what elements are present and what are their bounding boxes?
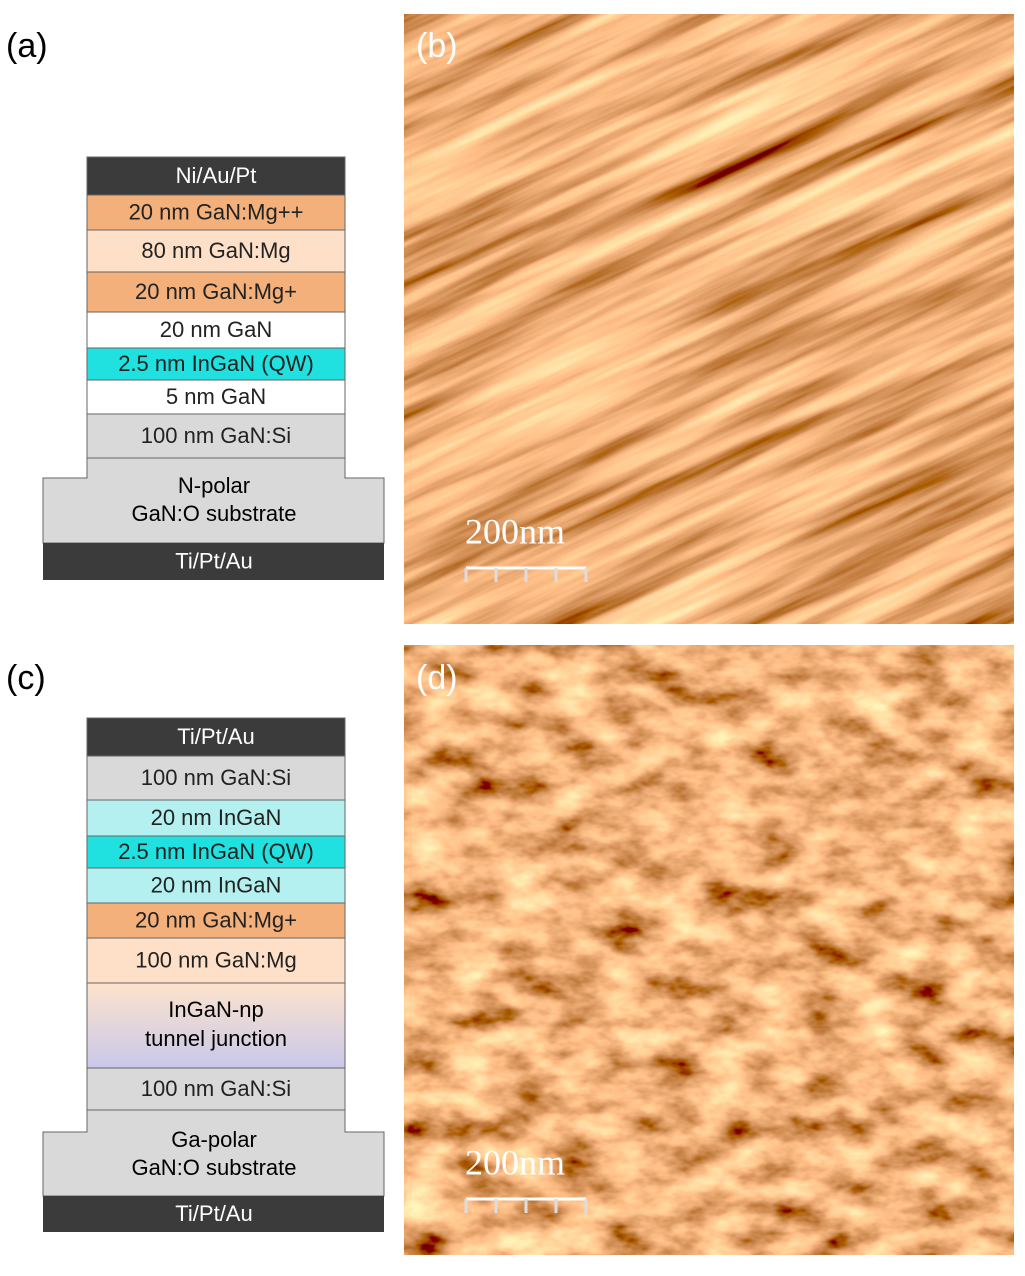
substrate-label: GaN:O substrate <box>131 501 296 526</box>
panel-label: (b) <box>416 27 458 65</box>
layer-label: 2.5 nm InGaN (QW) <box>118 839 314 864</box>
layer-label: Ti/Pt/Au <box>177 724 254 749</box>
layer-label: 100 nm GaN:Si <box>141 1076 291 1101</box>
layer <box>86 717 346 757</box>
layer <box>86 229 346 273</box>
scale-bar-label: 200nm <box>465 1142 565 1182</box>
layer-label: 20 nm InGaN <box>151 805 282 830</box>
contact <box>43 543 384 580</box>
contact-label: Ti/Pt/Au <box>175 1201 252 1226</box>
layer <box>86 835 346 869</box>
layer-label: 20 nm InGaN <box>151 872 282 897</box>
substrate-label: GaN:O substrate <box>131 1155 296 1180</box>
panel-label: (a) <box>6 27 48 65</box>
layer-label: 100 nm GaN:Si <box>141 765 291 790</box>
layer <box>86 1067 346 1111</box>
layer-label: 5 nm GaN <box>166 384 266 409</box>
layer <box>86 937 346 984</box>
layer <box>86 755 346 801</box>
layer-label: 20 nm GaN:Mg+ <box>135 279 297 304</box>
substrate-label: Ga-polar <box>171 1127 257 1152</box>
layer-label: 2.5 nm InGaN (QW) <box>118 351 314 376</box>
layer <box>86 271 346 313</box>
contact-label: Ti/Pt/Au <box>175 548 252 573</box>
layer <box>86 799 346 837</box>
layer-label: 20 nm GaN:Mg+ <box>135 907 297 932</box>
layer-label: 100 nm GaN:Si <box>141 423 291 448</box>
afm-texture <box>404 14 1014 624</box>
layer-label: 20 nm GaN <box>160 317 273 342</box>
afm-texture <box>404 645 1014 1255</box>
layer <box>86 982 346 1069</box>
substrate <box>42 1109 385 1197</box>
layer <box>86 902 346 939</box>
layer <box>86 156 346 196</box>
layer <box>86 413 346 459</box>
panel-label: (d) <box>416 659 458 697</box>
layer-label: 20 nm GaN:Mg++ <box>129 199 304 224</box>
contact <box>43 1196 384 1232</box>
layer-label: 80 nm GaN:Mg <box>141 238 290 263</box>
layer <box>86 867 346 904</box>
layer-label: Ni/Au/Pt <box>176 163 257 188</box>
layer-label: tunnel junction <box>145 1026 287 1051</box>
layer-label: 100 nm GaN:Mg <box>135 947 296 972</box>
layer <box>86 379 346 415</box>
layer-label: InGaN-np <box>168 997 263 1022</box>
substrate-label: N-polar <box>178 473 250 498</box>
layer <box>86 194 346 231</box>
panel-label: (c) <box>6 659 46 697</box>
scale-bar-label: 200nm <box>465 511 565 551</box>
